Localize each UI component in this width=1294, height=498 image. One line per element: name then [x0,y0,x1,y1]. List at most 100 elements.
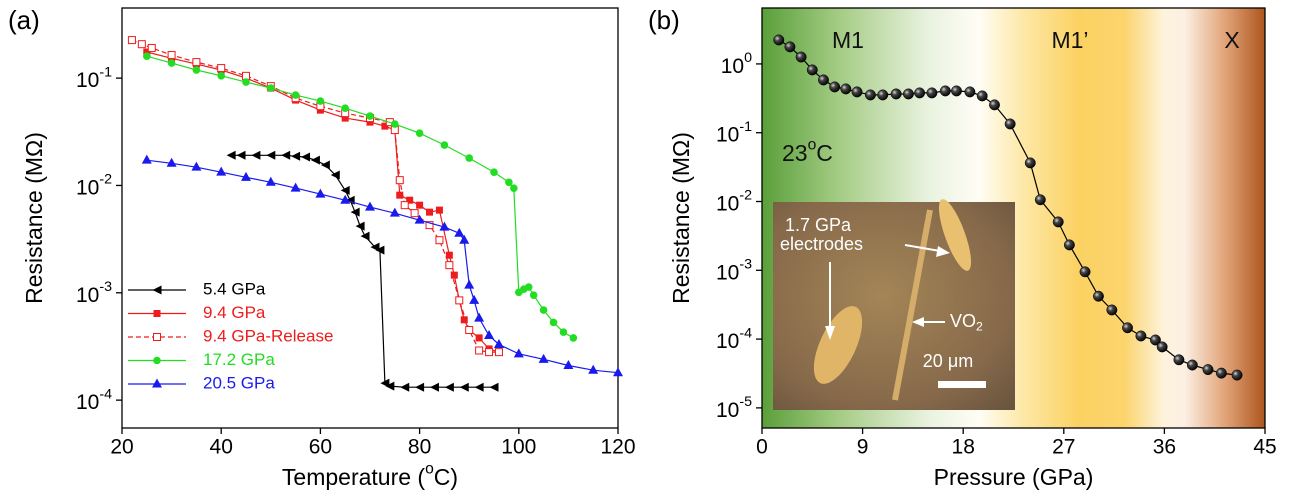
marker [1156,341,1168,353]
x-axis-label: Pressure (GPa) [934,464,1094,490]
marker [127,36,136,45]
phase-label: M1’ [1051,27,1088,53]
marker [429,382,439,392]
callout-label: VO2 [950,311,983,334]
marker [795,51,807,63]
marker [1150,334,1161,346]
superscript: o [425,460,434,477]
marker [902,88,914,100]
marker [464,279,475,289]
marker [350,207,360,217]
marker [310,155,320,165]
superscript: -2 [99,171,112,187]
superscript: -2 [739,187,752,203]
marker [989,99,1000,111]
marker [360,231,370,241]
marker [1215,367,1227,379]
x-tick-label: 60 [309,436,332,459]
marker [435,236,444,245]
marker [414,214,425,224]
legend-entry: 5.4 GPa [128,279,266,298]
text-part: Temperature ( [282,464,426,490]
marker [425,221,434,230]
marker [267,84,275,92]
marker [588,364,599,374]
marker [192,58,201,67]
superscript: 0 [744,50,752,66]
arrowhead [912,317,924,327]
marker [191,161,202,171]
marker [613,367,623,377]
photo [773,202,1015,410]
marker [440,141,449,149]
y-tick-label: 10-5 [716,394,752,422]
marker [1122,322,1133,334]
marker [366,118,374,126]
marker [340,185,350,195]
marker [818,74,829,86]
text-part: 10 [716,330,739,353]
marker [1052,216,1064,228]
marker [143,52,151,61]
marker [510,184,518,192]
marker [559,328,568,336]
marker [1079,266,1091,278]
x-axis-label: Temperature (oC) [282,460,458,490]
superscript: -1 [739,119,752,135]
marker [340,194,351,204]
marker [1034,194,1046,206]
marker [153,310,161,317]
marker [926,87,938,99]
y-axis-label: Resistance (MΩ) [668,132,694,304]
marker [1106,304,1118,316]
marker [563,360,574,370]
marker [226,150,236,160]
y-tick-label: 10-3 [716,256,752,284]
scale-bar [938,381,986,388]
marker [1231,369,1243,381]
superscript: -3 [99,279,112,295]
marker [459,382,469,392]
marker [410,209,419,218]
marker [166,157,177,167]
marker [391,120,399,128]
x-tick-label: 36 [1153,436,1176,459]
x-tick-label: 100 [501,436,536,459]
marker [152,378,162,388]
marker [415,382,425,392]
panel-label: (b) [648,5,680,35]
x-tick-label: 0 [756,436,768,459]
marker [450,271,458,279]
marker [829,81,841,93]
plot-frame [761,7,1266,429]
marker [864,89,876,101]
marker [192,66,201,74]
phase-label: X [1224,27,1239,53]
arrowhead [936,246,950,257]
marker [524,283,533,291]
plot-frame [121,7,619,429]
legend-label: 9.4 GPa [203,303,266,322]
marker [1093,290,1104,302]
marker [141,154,152,164]
series-line [146,51,500,353]
text-part: 10 [76,69,99,92]
y-tick-label: 10-4 [716,325,752,353]
marker [389,207,400,217]
marker [469,294,480,304]
y-tick-label: 10-1 [76,64,112,92]
y-tick-label: 10-2 [76,171,112,199]
marker [1063,239,1075,251]
marker [939,85,951,97]
marker [465,154,474,162]
marker [400,382,410,392]
y-tick-label: 10-4 [76,386,112,414]
legend-label: 5.4 GPa [203,279,266,298]
y-tick-label: 10-2 [716,187,752,215]
marker [242,71,250,80]
subscript: 2 [976,320,983,334]
legend-label: 17.2 GPa [203,350,275,369]
marker [435,206,443,214]
marker [1186,359,1198,371]
